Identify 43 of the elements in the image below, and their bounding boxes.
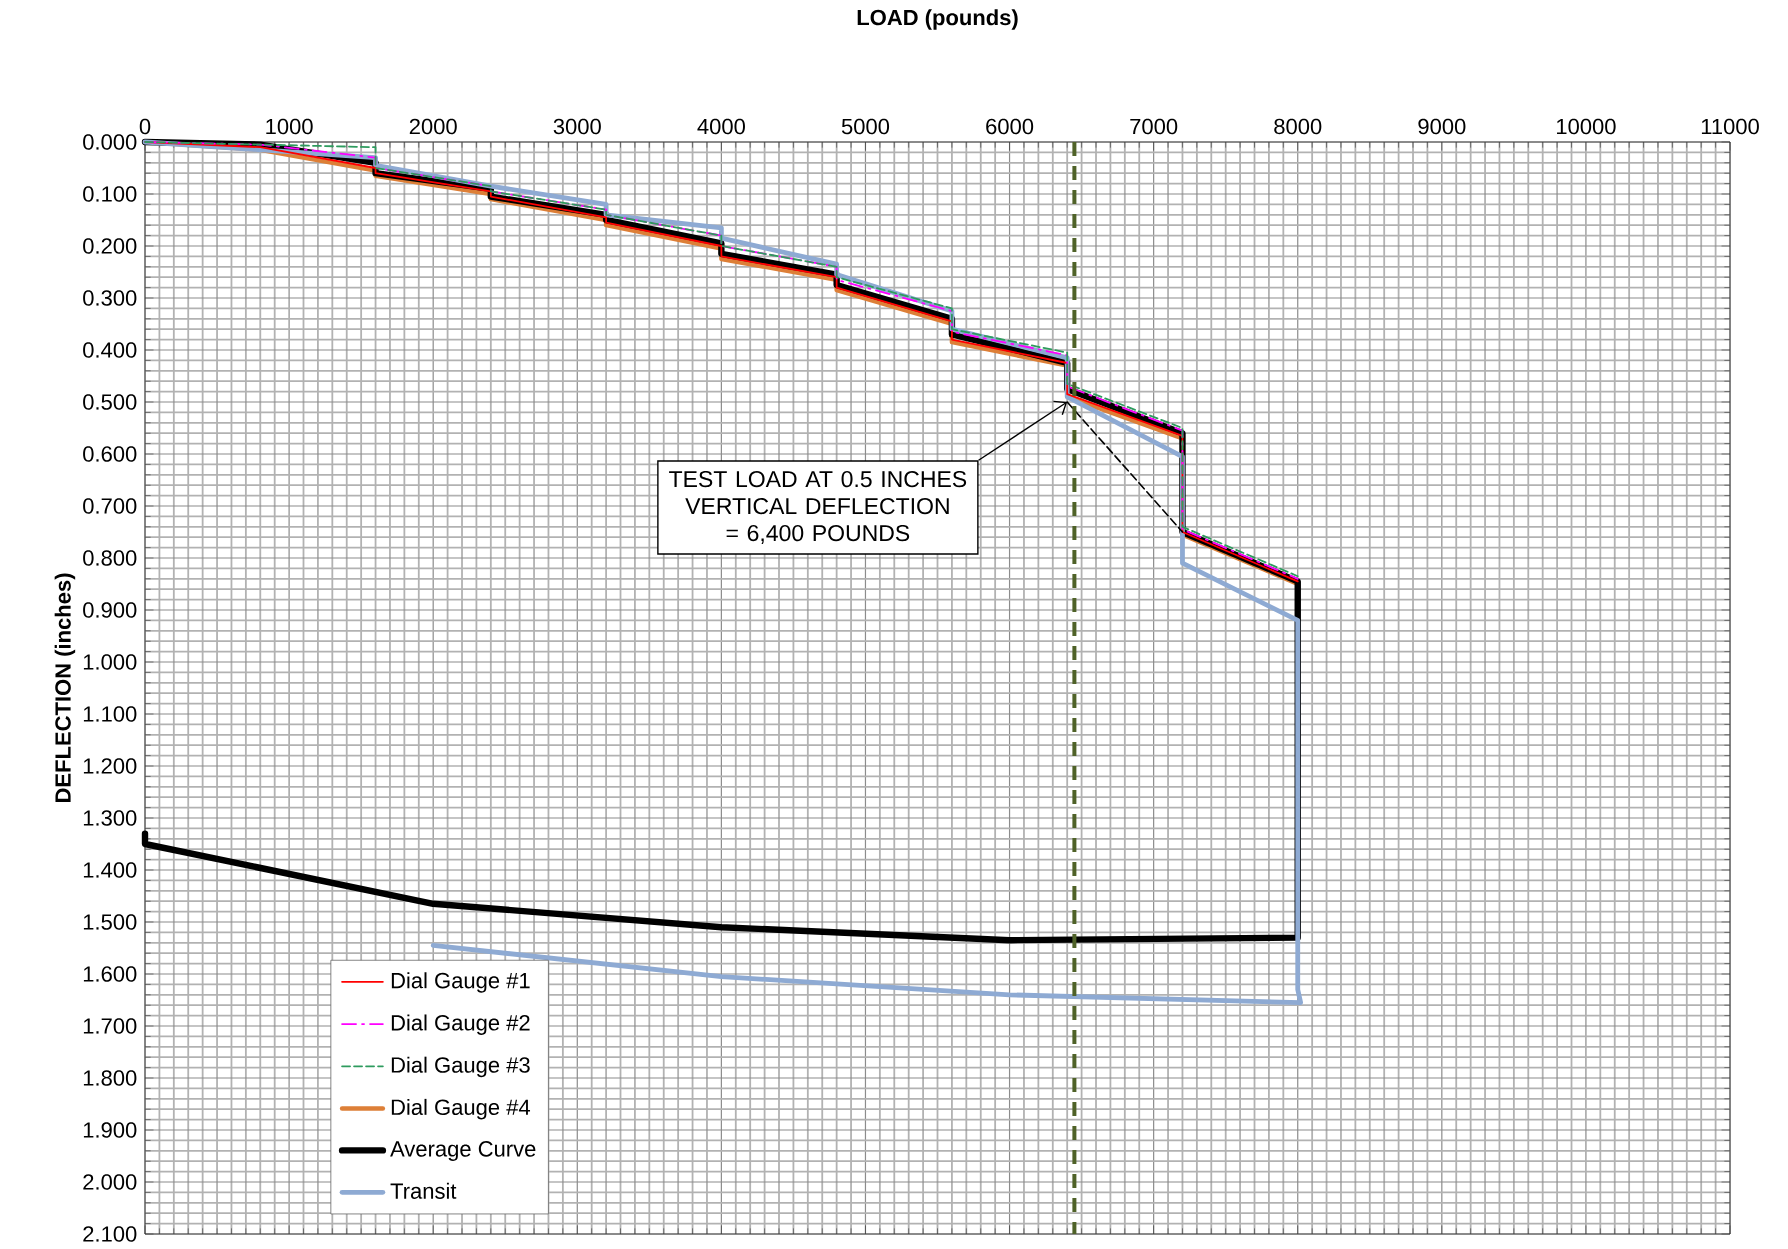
y-tick-label: 1.000: [83, 654, 137, 670]
x-tick-label: 10000: [1557, 118, 1616, 135]
y-tick-label: 2.000: [83, 1174, 137, 1190]
legend-label: Transit: [390, 1182, 457, 1199]
y-tick-label: 1.200: [83, 758, 137, 774]
y-tick-label: 0.600: [83, 446, 137, 462]
y-tick-label: 0.900: [83, 602, 137, 618]
y-tick-label: 1.600: [83, 966, 137, 982]
x-tick-label: 3000: [553, 118, 601, 135]
x-axis-title: LOAD (pounds): [857, 9, 1018, 30]
x-tick-label: 7000: [1130, 118, 1178, 135]
y-tick-label: 0.300: [83, 290, 137, 306]
legend-label: Dial Gauge #1: [391, 972, 530, 993]
x-tick-label: 8000: [1274, 118, 1322, 135]
y-tick-label: 0.200: [83, 238, 137, 254]
legend-label: Dial Gauge #2: [391, 1014, 530, 1035]
y-tick-label: 0.000: [83, 134, 137, 150]
y-tick-label: 0.800: [83, 550, 137, 566]
y-tick-label: 1.100: [83, 706, 137, 722]
y-tick-label: 2.100: [83, 1226, 137, 1242]
x-tick-label: 9000: [1418, 118, 1466, 135]
x-tick-label: 11000: [1701, 118, 1759, 135]
x-tick-label: 5000: [841, 118, 890, 135]
x-tick-label: 4000: [697, 118, 745, 135]
y-tick-label: 1.800: [83, 1070, 137, 1086]
y-tick-label: 0.400: [83, 342, 137, 358]
y-axis-title: DEFLECTION (inches): [54, 573, 76, 802]
legend-label: Dial Gauge #4: [391, 1098, 531, 1120]
y-tick-label: 0.100: [83, 186, 137, 202]
legend-label: Average Curve: [390, 1141, 536, 1161]
y-tick-label: 1.400: [83, 862, 137, 878]
y-tick-label: 1.300: [83, 810, 137, 826]
legend-label: Dial Gauge #3: [391, 1056, 530, 1078]
y-tick-label: 0.500: [83, 394, 137, 410]
y-tick-label: 1.900: [83, 1122, 137, 1138]
annotation: TEST LOAD AT 0.5 INCHES VERTICAL DEFLECTION = 6,400 POUNDS: [669, 470, 967, 544]
x-tick-label: 0: [139, 118, 151, 135]
x-tick-label: 6000: [986, 118, 1034, 135]
y-tick-label: 1.500: [83, 914, 137, 930]
x-tick-label: 1000: [266, 118, 313, 135]
x-tick-label: 2000: [409, 118, 457, 135]
y-tick-label: 1.700: [83, 1018, 137, 1034]
y-tick-label: 0.700: [83, 498, 137, 514]
